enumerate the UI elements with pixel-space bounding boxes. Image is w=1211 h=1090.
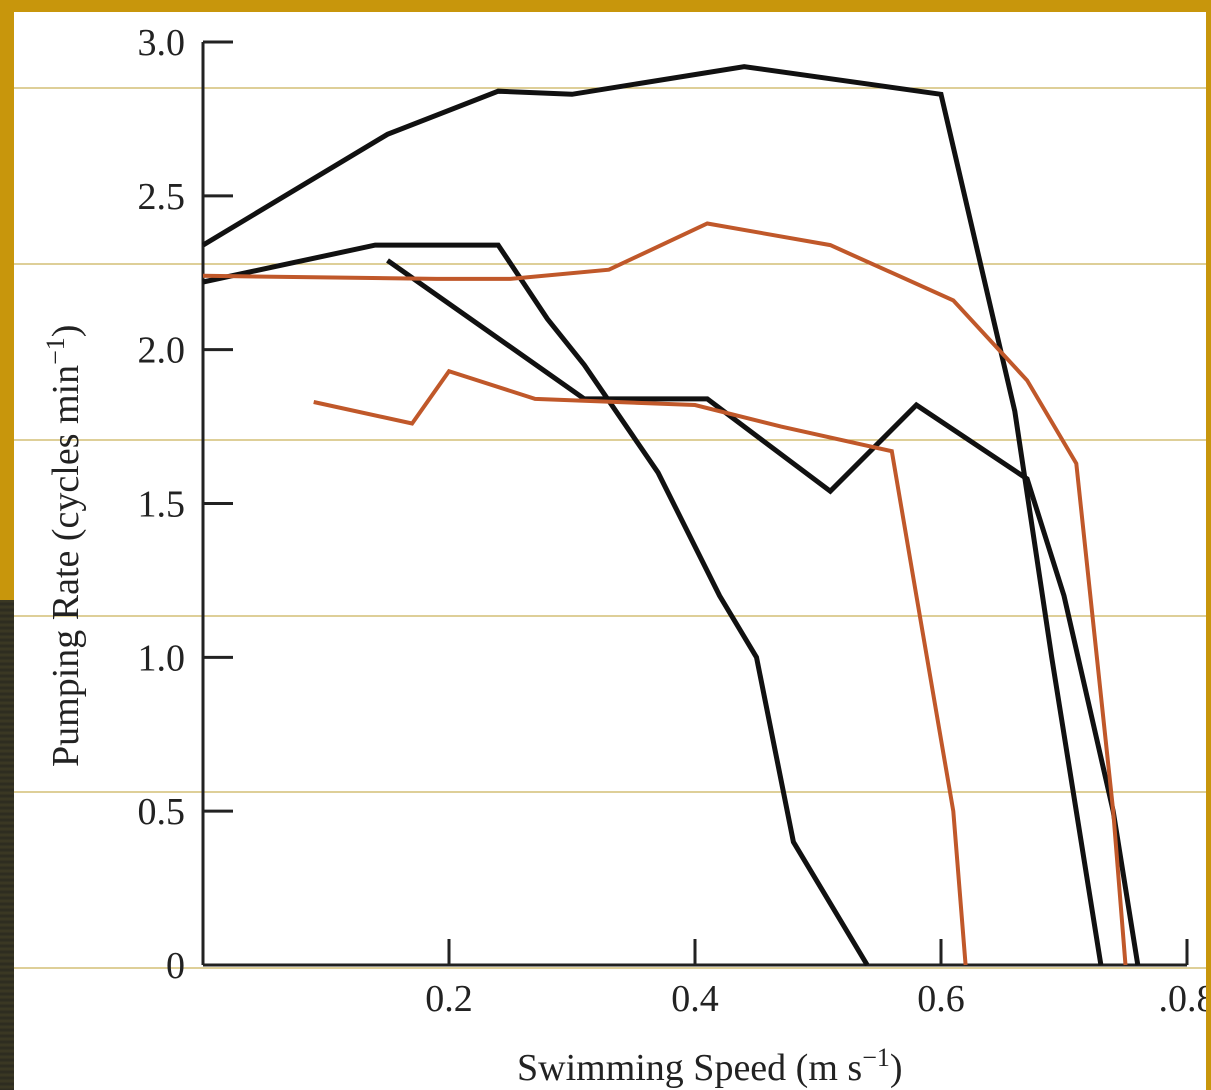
y-tick-label: 0 bbox=[166, 945, 185, 987]
series-line-2 bbox=[202, 242, 870, 967]
series-line-3 bbox=[386, 258, 1141, 966]
y-tick-label: 2.0 bbox=[138, 330, 186, 372]
y-tick-label: 1.5 bbox=[138, 484, 186, 526]
series-line-1 bbox=[201, 64, 1104, 966]
y-axis-title: Pumping Rate (cycles min−1) bbox=[41, 325, 87, 767]
series-line-5 bbox=[313, 368, 968, 966]
series-line-4 bbox=[202, 221, 1128, 966]
x-tick-label: 0.6 bbox=[917, 978, 965, 1020]
chart-canvas: 0 0.5 1.0 1.5 2.0 2.5 3.0 0.2 0.4 0.6 .0.8 Swimmin… bbox=[14, 12, 1206, 1090]
y-tick-label: 0.5 bbox=[138, 791, 186, 833]
x-tick-label: .0.8 bbox=[1159, 978, 1207, 1020]
x-tick-label: 0.4 bbox=[671, 978, 719, 1020]
y-tick-label: 1.0 bbox=[138, 637, 186, 679]
decorative-left-strip bbox=[0, 600, 14, 1090]
x-tick-label: 0.2 bbox=[425, 978, 473, 1020]
y-tick-label: 2.5 bbox=[138, 176, 186, 218]
y-tick-label: 3.0 bbox=[138, 22, 186, 64]
pumping-rate-chart: 0 0.5 1.0 1.5 2.0 2.5 3.0 0.2 0.4 0.6 .0.8 Swimmin… bbox=[14, 22, 1207, 1089]
x-axis-title: Swimming Speed (m s−1) bbox=[517, 1043, 903, 1089]
